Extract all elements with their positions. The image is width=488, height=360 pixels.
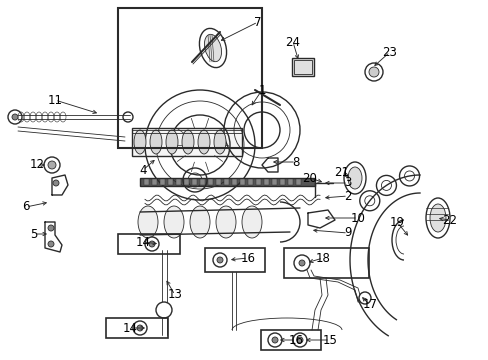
Circle shape: [298, 260, 305, 266]
Ellipse shape: [204, 34, 221, 62]
Ellipse shape: [242, 206, 262, 238]
Bar: [231, 179, 237, 185]
Text: 14: 14: [122, 321, 137, 334]
Circle shape: [48, 161, 56, 169]
Circle shape: [12, 114, 18, 120]
Text: 12: 12: [29, 158, 44, 171]
Text: 14: 14: [135, 235, 150, 248]
Bar: [176, 179, 181, 185]
Text: 17: 17: [362, 298, 377, 311]
Ellipse shape: [190, 206, 209, 238]
Text: 3: 3: [344, 176, 351, 189]
Circle shape: [133, 321, 147, 335]
Ellipse shape: [198, 130, 209, 154]
Bar: [132, 128, 242, 156]
Circle shape: [292, 333, 306, 347]
Text: 11: 11: [47, 94, 62, 107]
Ellipse shape: [214, 130, 225, 154]
Circle shape: [137, 325, 142, 331]
Circle shape: [53, 180, 59, 186]
Ellipse shape: [134, 130, 146, 154]
Text: 9: 9: [344, 226, 351, 239]
Text: 21: 21: [334, 166, 349, 180]
Bar: [280, 179, 285, 185]
Bar: [143, 179, 149, 185]
Bar: [140, 178, 314, 186]
Text: 13: 13: [167, 288, 182, 302]
Circle shape: [149, 241, 155, 247]
Text: 8: 8: [292, 156, 299, 168]
Circle shape: [48, 241, 54, 247]
Circle shape: [271, 337, 278, 343]
Bar: [224, 179, 228, 185]
Circle shape: [156, 302, 172, 318]
Bar: [256, 179, 261, 185]
Bar: [118, 234, 180, 254]
Bar: [240, 179, 244, 185]
Bar: [192, 179, 197, 185]
Bar: [160, 179, 164, 185]
Circle shape: [213, 253, 226, 267]
Text: 22: 22: [442, 213, 457, 226]
Text: 16: 16: [288, 333, 303, 346]
Circle shape: [145, 237, 159, 251]
Text: 16: 16: [240, 252, 255, 265]
Ellipse shape: [150, 130, 162, 154]
Bar: [216, 179, 221, 185]
Bar: [284, 248, 368, 278]
Bar: [295, 179, 301, 185]
Text: 19: 19: [389, 216, 404, 229]
Circle shape: [267, 333, 282, 347]
Circle shape: [48, 225, 54, 231]
Ellipse shape: [163, 206, 183, 238]
Bar: [106, 318, 168, 338]
Text: 18: 18: [315, 252, 330, 265]
Bar: [264, 179, 268, 185]
Text: 20: 20: [302, 171, 317, 184]
Ellipse shape: [347, 167, 361, 189]
Circle shape: [296, 337, 303, 343]
Circle shape: [368, 67, 378, 77]
Circle shape: [293, 255, 309, 271]
Bar: [293, 60, 311, 74]
Text: 10: 10: [350, 211, 365, 225]
Text: 24: 24: [285, 36, 300, 49]
Bar: [168, 179, 173, 185]
Bar: [287, 179, 292, 185]
Circle shape: [358, 292, 370, 304]
Bar: [247, 179, 252, 185]
Bar: [152, 179, 157, 185]
Bar: [271, 179, 276, 185]
Bar: [200, 179, 204, 185]
Text: 1: 1: [258, 84, 265, 96]
Ellipse shape: [182, 130, 194, 154]
Text: 7: 7: [254, 15, 261, 28]
Ellipse shape: [138, 206, 158, 238]
Text: 4: 4: [139, 163, 146, 176]
Bar: [291, 58, 313, 76]
Ellipse shape: [429, 204, 445, 232]
Ellipse shape: [216, 206, 236, 238]
Text: 23: 23: [382, 45, 397, 58]
Text: 15: 15: [322, 333, 337, 346]
Bar: [204, 248, 264, 272]
Text: 5: 5: [30, 228, 38, 240]
Text: 6: 6: [22, 201, 30, 213]
Bar: [118, 8, 262, 148]
Bar: [183, 179, 189, 185]
Bar: [207, 179, 213, 185]
Circle shape: [217, 257, 223, 263]
Ellipse shape: [165, 130, 178, 154]
Text: 2: 2: [344, 189, 351, 202]
Bar: [261, 330, 320, 350]
